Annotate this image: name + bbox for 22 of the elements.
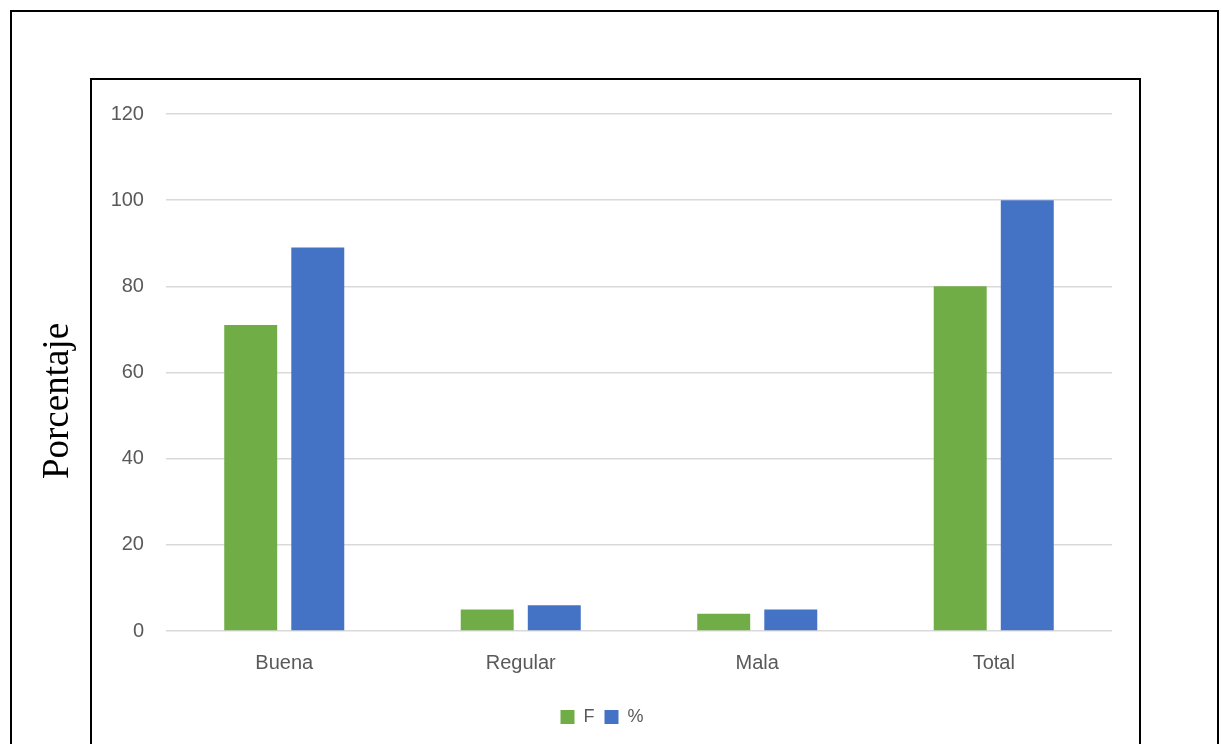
y-tick-label: 0 (132, 618, 144, 641)
bar (697, 613, 751, 631)
legend-label: % (627, 705, 644, 726)
bar (224, 325, 278, 631)
x-tick-label: Regular (485, 650, 557, 673)
bar (933, 286, 987, 631)
y-tick-label: 100 (110, 187, 144, 210)
bar (764, 609, 818, 631)
bar (1000, 200, 1054, 631)
x-tick-label: Buena (255, 650, 315, 673)
bar (460, 609, 514, 631)
y-tick-label: 40 (121, 446, 144, 469)
y-tick-label: 20 (121, 532, 144, 555)
legend-label: F (583, 705, 595, 726)
x-tick-label: Total (972, 650, 1015, 673)
bar (291, 247, 345, 631)
y-tick-label: 60 (121, 360, 144, 383)
y-axis-title: Porcentaje (33, 322, 77, 480)
x-tick-label: Mala (735, 650, 780, 673)
y-tick-label: 120 (110, 101, 144, 124)
bar (527, 605, 581, 631)
y-tick-label: 80 (121, 273, 144, 296)
